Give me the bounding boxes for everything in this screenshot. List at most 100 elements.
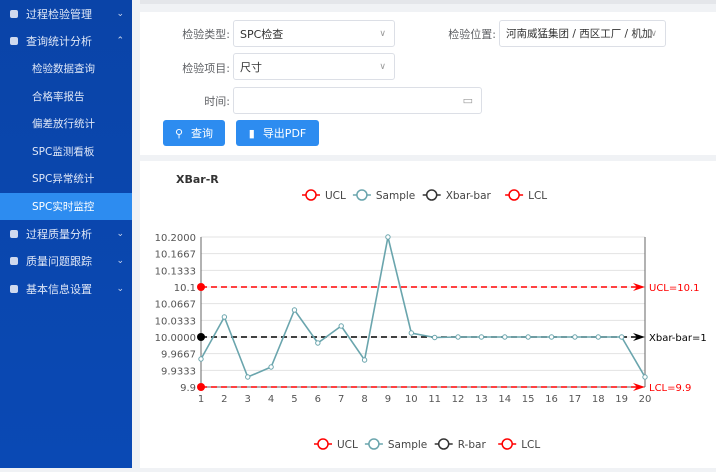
menu-quality-analysis[interactable]: 过程质量分析 ⌄	[0, 220, 132, 248]
sample-point	[338, 323, 344, 329]
layers-icon	[10, 284, 18, 293]
submenu-spc-realtime[interactable]: SPC实时监控	[0, 192, 132, 220]
legend-label: Sample	[376, 190, 415, 202]
legend-label: LCL	[528, 190, 547, 202]
sample-point	[478, 334, 485, 340]
sample-point	[408, 330, 415, 336]
time-label: 时间:	[204, 95, 230, 108]
y-tick-label: 10.1	[174, 283, 196, 294]
item-value: 尺寸	[240, 60, 262, 74]
ucl-label: UCL=10.1	[649, 283, 700, 294]
location-select[interactable]: 河南威猛集团 / 西区工厂 / 机加 ∨	[499, 20, 666, 47]
top-scrollbar	[140, 0, 716, 4]
sample-point	[618, 334, 625, 340]
center-arrow	[633, 333, 645, 341]
x-tick-label: 3	[245, 394, 251, 405]
ucl-arrow	[633, 283, 645, 291]
y-tick-label: 9.9667	[161, 350, 196, 361]
center-label: Xbar-bar=1	[649, 333, 707, 344]
y-tick-label: 9.9	[180, 383, 196, 394]
chevron-down-icon: ∨	[650, 28, 657, 39]
x-tick-label: 6	[315, 394, 321, 405]
menu-query-stats[interactable]: 查询统计分析 ⌃	[0, 28, 132, 56]
x-tick-label: 19	[615, 394, 628, 405]
legend-label: R-bar	[458, 439, 487, 451]
query-label: 查询	[191, 127, 214, 140]
x-tick-label: 10	[405, 394, 418, 405]
sample-point	[525, 334, 531, 340]
legend-label: Xbar-bar	[446, 190, 492, 202]
sample-point	[455, 334, 461, 340]
item-select[interactable]: 尺寸 ∨	[233, 53, 395, 80]
chevron-down-icon: ⌄	[116, 283, 124, 294]
lcl-marker	[197, 383, 205, 391]
x-tick-label: 8	[361, 394, 367, 405]
legend-marker	[508, 189, 520, 201]
menu-label: 过程质量分析	[26, 227, 92, 241]
filter-form: 检验类型: SPC检查 ∨ 检验位置: 河南威猛集团 / 西区工厂 / 机加 ∨ 检…	[140, 12, 716, 155]
type-value: SPC检查	[240, 27, 284, 41]
y-tick-label: 10.1667	[155, 250, 196, 261]
x-tick-label: 5	[291, 394, 297, 405]
menu-label: 质量问题跟踪	[26, 255, 92, 269]
y-tick-label: 9.9333	[161, 366, 196, 377]
legend-marker	[425, 189, 438, 201]
sample-point	[268, 364, 274, 370]
sample-point	[595, 334, 601, 340]
legend-marker	[437, 438, 450, 450]
chevron-down-icon: ⌄	[116, 8, 124, 19]
legend-label: Sample	[388, 439, 427, 451]
y-tick-label: 10.0667	[155, 300, 196, 311]
legend-label: UCL	[325, 190, 346, 202]
menu-basic-settings[interactable]: 基本信息设置 ⌄	[0, 275, 132, 303]
layers-icon	[10, 37, 18, 46]
x-tick-label: 4	[268, 394, 274, 405]
chart-title: XBar-R	[176, 173, 219, 186]
type-select[interactable]: SPC检查 ∨	[233, 20, 395, 47]
export-pdf-button[interactable]: ▮ 导出PDF	[236, 120, 319, 146]
layers-icon	[10, 257, 18, 266]
sample-line	[200, 236, 646, 379]
sample-point	[642, 374, 648, 380]
menu-label: 查询统计分析	[26, 35, 92, 49]
y-tick-label: 10.2000	[155, 233, 196, 244]
chevron-down-icon: ⌄	[116, 256, 124, 267]
submenu-spc-abnormal[interactable]: SPC异常统计	[32, 173, 95, 186]
x-tick-label: 18	[592, 394, 605, 405]
menu-issue-tracking[interactable]: 质量问题跟踪 ⌄	[0, 248, 132, 276]
submenu-pass-rate[interactable]: 合格率报告	[32, 90, 85, 103]
x-tick-label: 20	[639, 394, 652, 405]
submenu-data-query[interactable]: 检验数据查询	[32, 63, 95, 76]
x-tick-label: 13	[475, 394, 488, 405]
submenu-deviation[interactable]: 偏差放行统计	[32, 118, 95, 131]
submenu-spc-board[interactable]: SPC监测看板	[32, 145, 95, 158]
export-label: 导出PDF	[262, 127, 307, 140]
legend-marker	[501, 438, 513, 450]
sample-point	[361, 357, 368, 363]
x-tick-label: 17	[569, 394, 582, 405]
x-tick-label: 12	[452, 394, 465, 405]
sample-point	[385, 234, 391, 240]
sample-point	[572, 334, 578, 340]
chevron-down-icon: ∨	[379, 61, 386, 72]
x-tick-label: 9	[385, 394, 391, 405]
legend-marker	[368, 438, 380, 450]
y-tick-label: 10.0000	[155, 333, 196, 344]
sample-point	[502, 334, 508, 340]
x-tick-label: 15	[522, 394, 535, 405]
x-tick-label: 16	[545, 394, 558, 405]
location-label: 检验位置:	[448, 28, 496, 41]
x-tick-label: 1	[198, 394, 204, 405]
menu-process-inspection[interactable]: 过程检验管理 ⌄	[0, 0, 132, 28]
lcl-label: LCL=9.9	[649, 383, 691, 394]
time-picker[interactable]: ▭	[233, 87, 482, 114]
y-tick-label: 10.1333	[155, 266, 196, 277]
query-button[interactable]: ⚲ 查询	[163, 120, 225, 146]
layers-icon	[10, 9, 18, 18]
center-marker	[197, 333, 205, 341]
legend-marker	[317, 438, 329, 450]
chevron-up-icon: ⌃	[116, 36, 124, 47]
sample-point	[221, 314, 228, 320]
item-label: 检验项目:	[182, 62, 230, 75]
x-tick-label: 7	[338, 394, 344, 405]
